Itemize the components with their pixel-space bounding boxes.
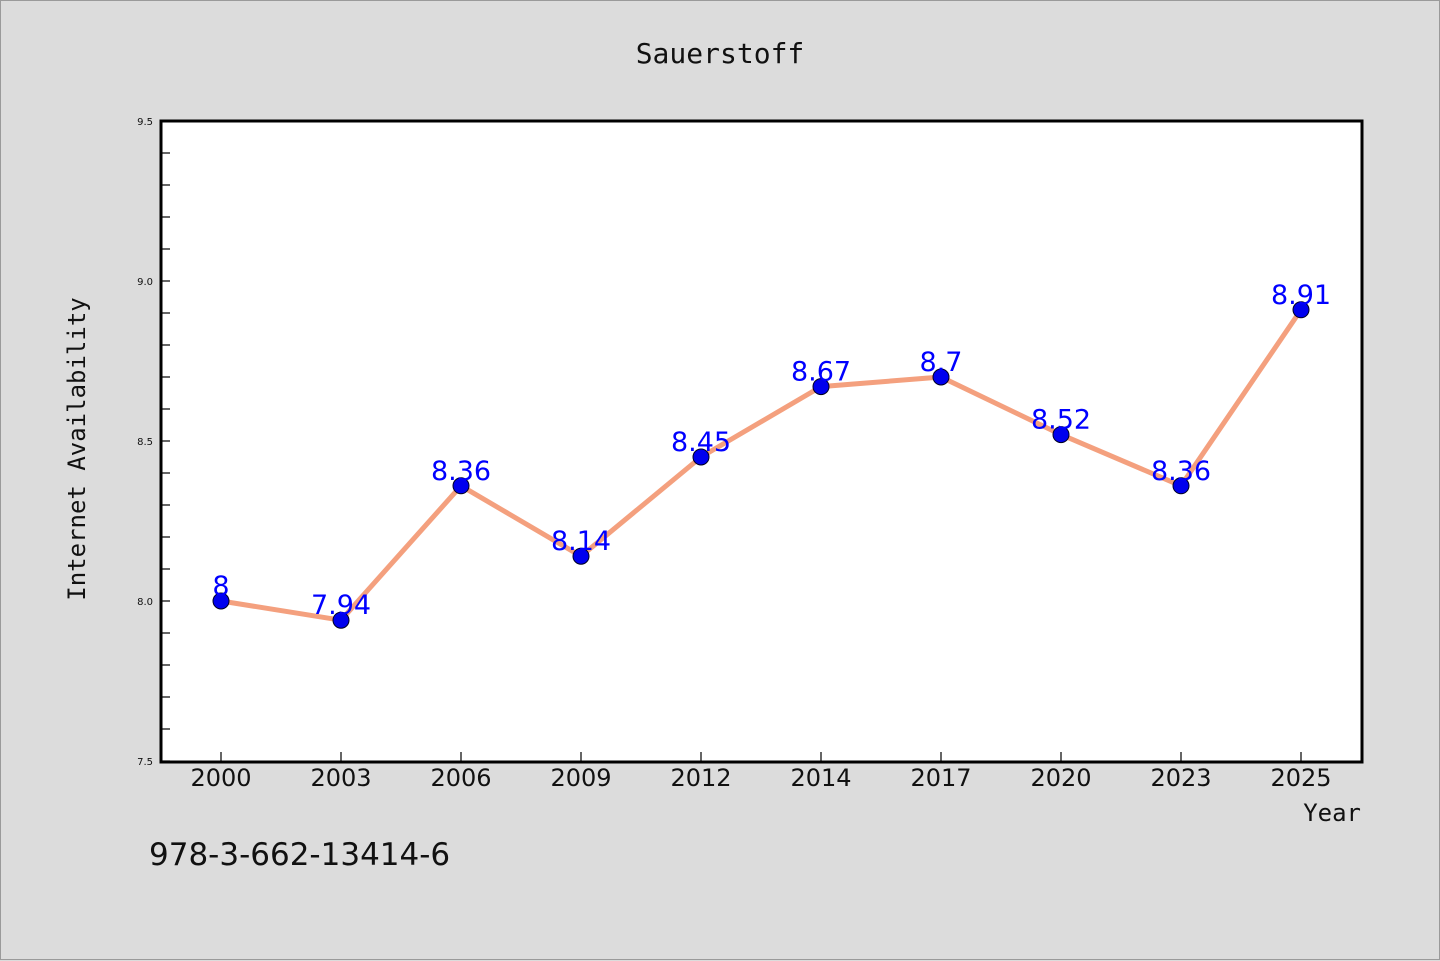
y-axis-label: Internet Availability [63, 297, 91, 600]
series-layer: 8 7.94 8.36 8.14 8.45 8.67 8.7 8.52 8.36 8.91 [212, 280, 1331, 629]
data-label: 8.36 [1151, 456, 1211, 487]
data-point [1052, 426, 1070, 444]
data-point [1172, 477, 1190, 495]
data-point [332, 611, 350, 629]
data-point [212, 592, 230, 610]
x-tick-label: 2014 [790, 764, 851, 792]
data-point [572, 547, 590, 565]
x-tick-label: 2000 [190, 764, 251, 792]
data-label: 8 [212, 571, 229, 602]
x-tick-label: 2009 [550, 764, 611, 792]
data-label: 8.67 [791, 357, 851, 388]
data-point [452, 477, 470, 495]
x-tick-label: 2025 [1270, 764, 1331, 792]
y-tick-label: 8.0 [137, 597, 153, 608]
data-label: 8.7 [920, 347, 963, 378]
data-label: 8.45 [671, 427, 731, 458]
data-point [1292, 301, 1310, 319]
series-line [218, 307, 1304, 623]
x-tick-label: 2012 [670, 764, 731, 792]
y-tick-label: 7.5 [137, 757, 153, 768]
chart-title: Sauerstoff [636, 37, 805, 70]
data-label: 8.36 [431, 456, 491, 487]
isbn-text: 978-3-662-13414-6 [149, 837, 450, 873]
data-label: 8.14 [551, 526, 611, 557]
x-tick-label: 2006 [430, 764, 491, 792]
data-point [932, 368, 950, 386]
y-tick-label: 9.0 [137, 277, 153, 288]
data-point [812, 378, 830, 396]
x-tick-label: 2020 [1030, 764, 1091, 792]
y-tick-label: 8.5 [137, 437, 153, 448]
x-axis: 2000 2003 2006 2009 2012 2014 2017 2020 2023 2025 [190, 752, 1332, 792]
plot-area [159, 119, 1364, 764]
y-axis: 7.5 8.0 8.5 9.0 9.5 [137, 117, 170, 768]
data-label: 7.94 [311, 590, 371, 621]
x-tick-label: 2023 [1150, 764, 1211, 792]
data-label: 8.52 [1031, 405, 1091, 436]
x-tick-label: 2003 [310, 764, 371, 792]
data-label: 8.91 [1271, 280, 1331, 311]
x-tick-label: 2017 [910, 764, 971, 792]
y-tick-label: 9.5 [137, 117, 153, 128]
data-point [692, 448, 710, 466]
x-axis-label: Year [1303, 799, 1361, 827]
